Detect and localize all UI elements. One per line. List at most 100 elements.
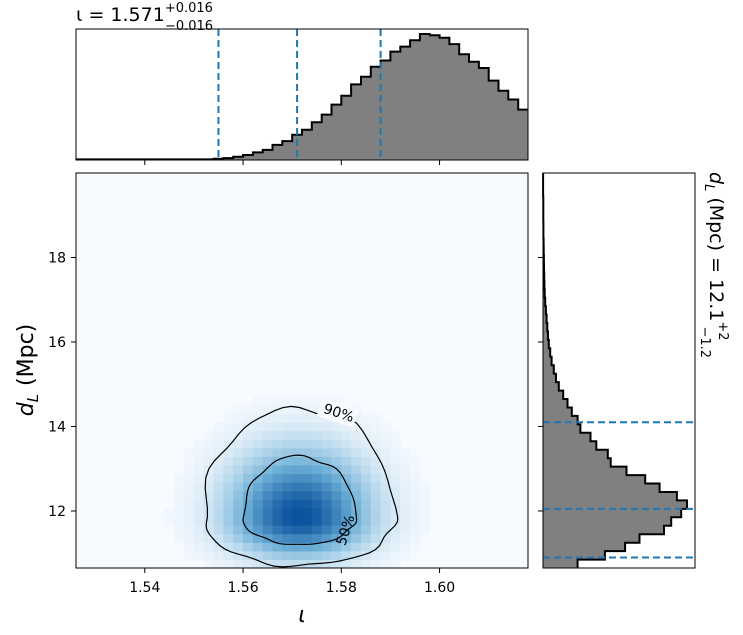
heatmap-cell	[410, 507, 421, 518]
heatmap-cell	[410, 464, 421, 475]
heatmap-cell	[341, 507, 352, 518]
heatmap-cell	[164, 507, 175, 518]
heatmap-cell	[341, 422, 352, 432]
heatmap-cell	[174, 516, 185, 526]
heatmap-cell	[400, 516, 411, 526]
heatmap-cell	[174, 482, 185, 492]
heatmap-cell	[282, 550, 293, 561]
heatmap-cell	[390, 542, 401, 552]
heatmap-cell	[292, 525, 303, 535]
heatmap-cell	[233, 516, 244, 526]
heatmap-cell	[272, 464, 283, 475]
heatmap-cell	[292, 542, 303, 552]
heatmap-cell	[321, 516, 333, 526]
heatmap-cell	[302, 525, 313, 535]
heatmap-cell	[351, 430, 362, 440]
heatmap-cell	[233, 482, 244, 492]
heatmap-cell	[184, 464, 195, 475]
heatmap-cell	[233, 559, 244, 568]
heatmap-cell	[203, 456, 215, 466]
heatmap-cell	[341, 464, 352, 475]
heatmap-cell	[419, 507, 431, 518]
heatmap-cell	[243, 456, 254, 466]
heatmap-cell	[272, 422, 283, 432]
heatmap-cell	[400, 482, 411, 492]
heatmap-cell	[380, 464, 392, 475]
heatmap-cell	[360, 473, 372, 483]
heatmap-cell	[302, 499, 313, 509]
heatmap-cell	[243, 559, 254, 568]
heatmap-cell	[331, 559, 342, 568]
heatmap-cell	[193, 499, 205, 509]
heatmap-cell	[351, 542, 362, 552]
heatmap-cell	[351, 490, 362, 500]
heatmap-cell	[370, 430, 382, 440]
heatmap-cell	[390, 499, 401, 509]
heatmap-cell	[400, 525, 411, 535]
heatmap-cell	[370, 456, 382, 466]
heatmap-cell	[262, 396, 274, 406]
heatmap-cell	[164, 516, 175, 526]
heatmap-cell	[360, 482, 372, 492]
heatmap-cell	[233, 447, 244, 457]
heatmap-cell	[262, 559, 274, 568]
heatmap-cell	[272, 516, 283, 526]
y-hist-outline	[542, 173, 688, 568]
heatmap-cell	[311, 447, 323, 457]
heatmap-cell	[223, 473, 234, 483]
y-label-sub: L	[24, 394, 42, 402]
heatmap-cell	[292, 422, 303, 432]
heatmap-cell	[331, 499, 342, 509]
heatmap-cell	[370, 499, 382, 509]
heatmap-cell	[370, 464, 382, 475]
heatmap-cell	[292, 490, 303, 500]
heatmap-cell	[302, 464, 313, 475]
heatmap-cell	[193, 439, 205, 449]
heatmap-cell	[292, 447, 303, 457]
heatmap-cell	[252, 473, 264, 483]
heatmap-cell	[410, 499, 421, 509]
heatmap-cell	[311, 507, 323, 518]
heatmap-cell	[321, 533, 333, 543]
heatmap-cell	[410, 490, 421, 500]
heatmap-cell	[193, 490, 205, 500]
heatmap-cell	[360, 499, 372, 509]
x-title-sub: −0.016	[165, 19, 213, 34]
heatmap-cell	[360, 490, 372, 500]
heatmap-cell	[193, 464, 205, 475]
heatmap-cell	[174, 533, 185, 543]
y-axis-label: dL (Mpc)	[14, 324, 42, 417]
heatmap-cell	[302, 482, 313, 492]
heatmap-cell	[331, 507, 342, 518]
heatmap-cell	[380, 430, 392, 440]
heatmap-cell	[243, 482, 254, 492]
contour-label-mask-90	[316, 396, 360, 428]
heatmap-cell	[311, 516, 323, 526]
heatmap-cell	[321, 550, 333, 561]
heatmap-cell	[380, 499, 392, 509]
heatmap-cell	[400, 473, 411, 483]
heatmap-cell	[282, 507, 293, 518]
heatmap-cell	[272, 507, 283, 518]
heatmap-cell	[252, 464, 264, 475]
heatmap-cell	[360, 422, 372, 432]
heatmap-cell	[360, 516, 372, 526]
heatmap-cell	[282, 490, 293, 500]
heatmap-cell	[213, 447, 224, 457]
x-tick-label: 1.60	[424, 580, 455, 596]
heatmap-cell	[351, 525, 362, 535]
heatmap-cell	[311, 482, 323, 492]
heatmap-cell	[252, 550, 264, 561]
y-title-sup: +2	[715, 321, 730, 340]
heatmap-cell	[223, 533, 234, 543]
contour-50	[242, 454, 358, 546]
heatmap-cell	[390, 456, 401, 466]
heatmap-cell	[193, 456, 205, 466]
y-title-main: d	[705, 172, 727, 185]
heatmap-cell	[292, 473, 303, 483]
y-tick-label: 14	[48, 419, 66, 435]
heatmap-cell	[223, 447, 234, 457]
heatmap-cell	[311, 439, 323, 449]
y-tick-label: 12	[48, 504, 66, 520]
heatmap-cell	[193, 533, 205, 543]
